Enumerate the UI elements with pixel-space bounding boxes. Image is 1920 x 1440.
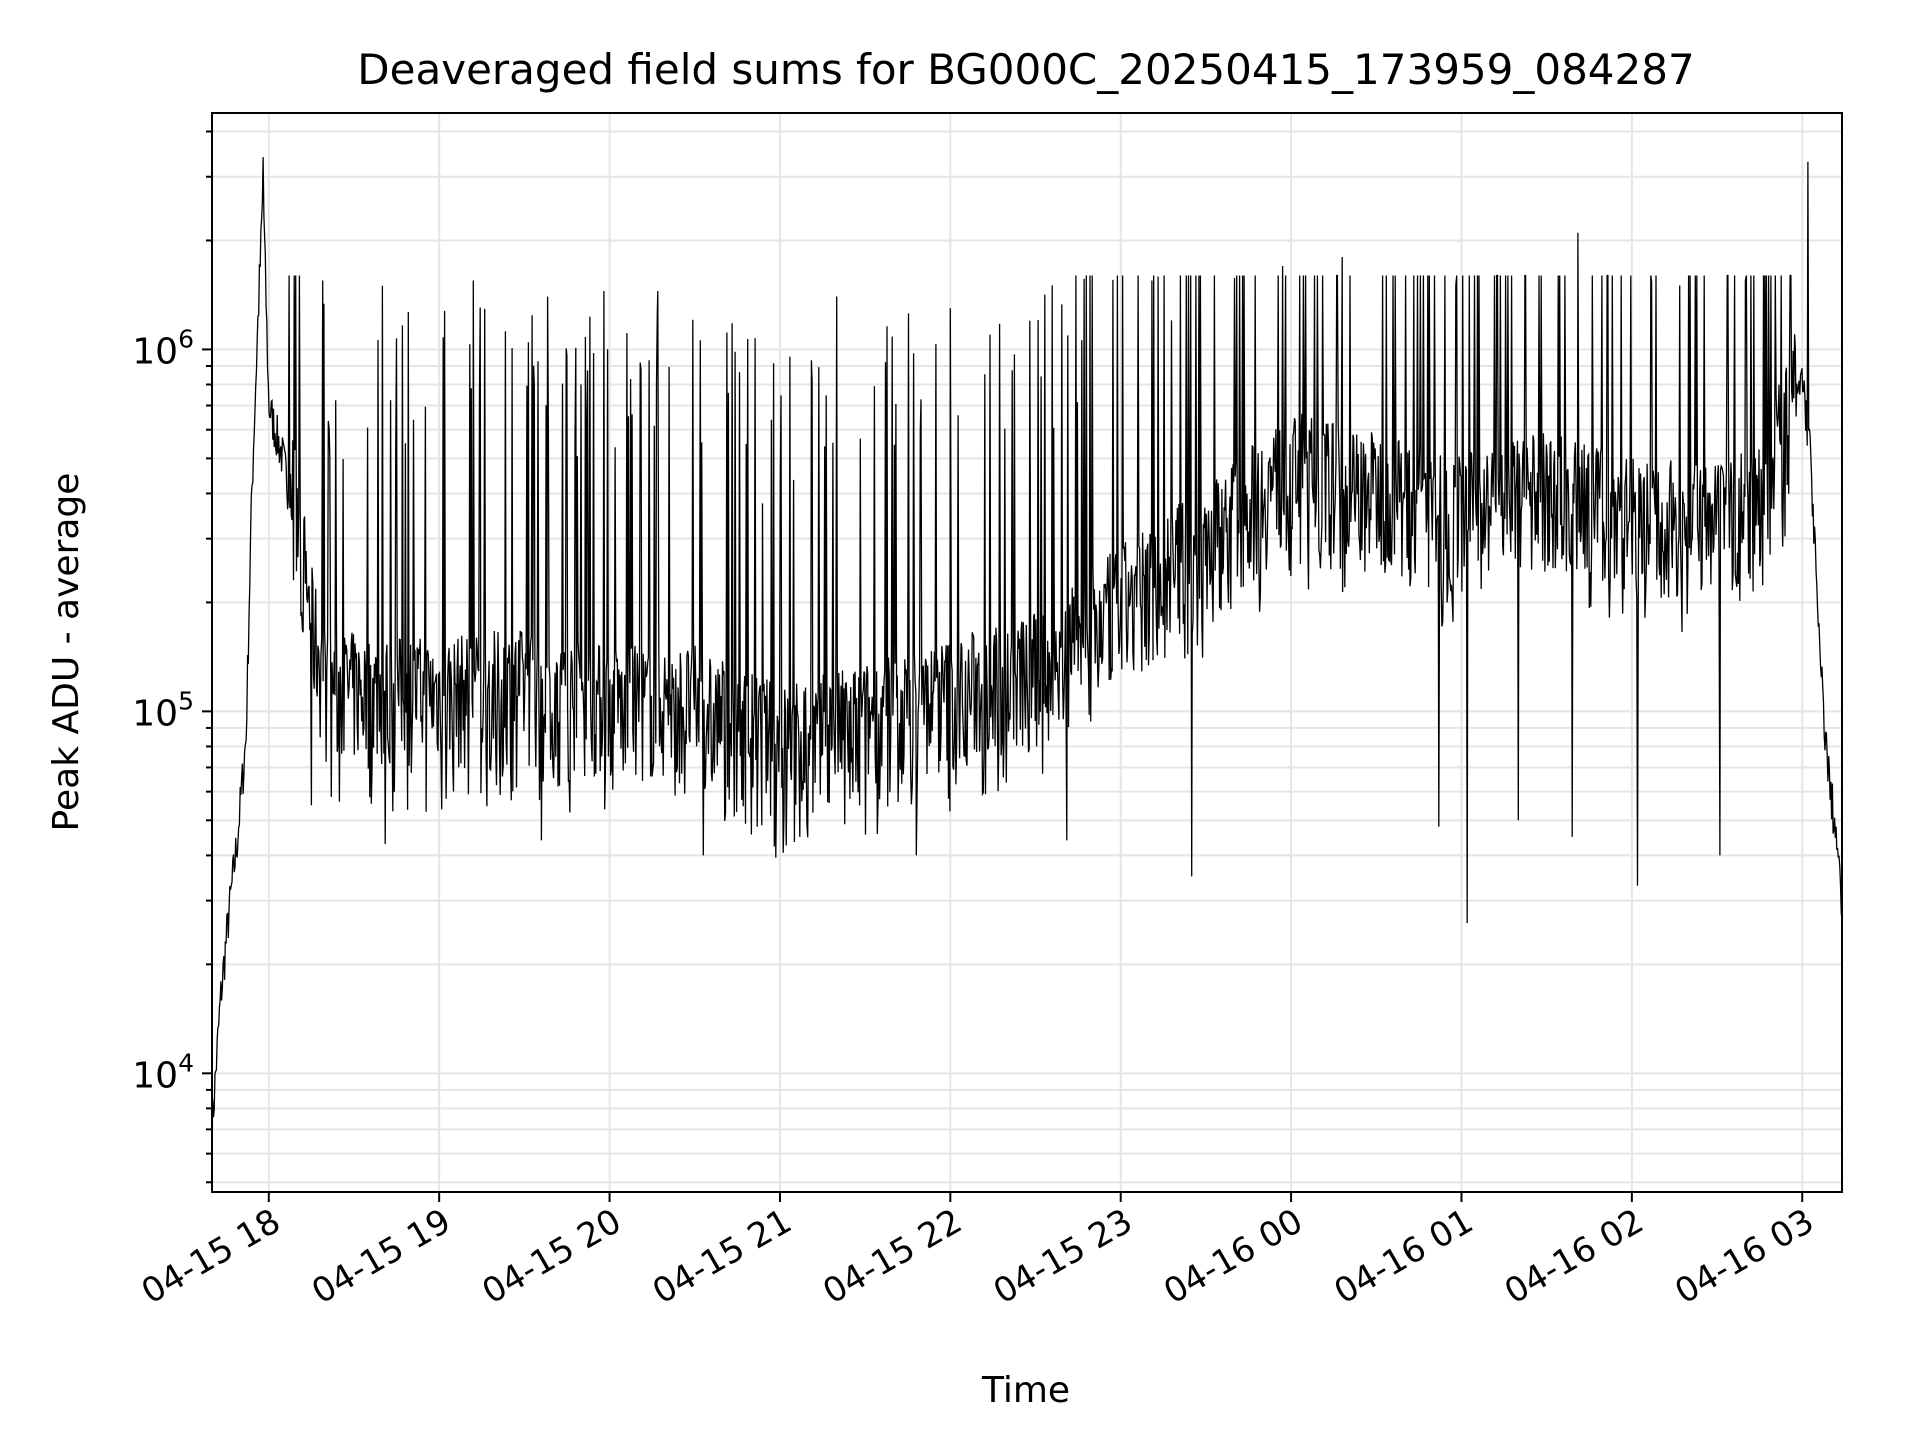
- y-tick-label: 105: [132, 686, 194, 734]
- x-axis-label: Time: [981, 1370, 1070, 1411]
- y-axis-label: Peak ADU - average: [46, 473, 87, 832]
- y-tick-label: 106: [132, 324, 194, 372]
- data-line: [211, 157, 1843, 1155]
- y-axis: 104 105 106: [132, 130, 212, 1184]
- grid: [212, 113, 1842, 1192]
- y-tick-label: 104: [132, 1048, 194, 1096]
- series-line: [211, 157, 1843, 1155]
- plot-frame: [211, 112, 1843, 1193]
- chart-title: Deaveraged field sums for BG000C_2025041…: [357, 45, 1694, 94]
